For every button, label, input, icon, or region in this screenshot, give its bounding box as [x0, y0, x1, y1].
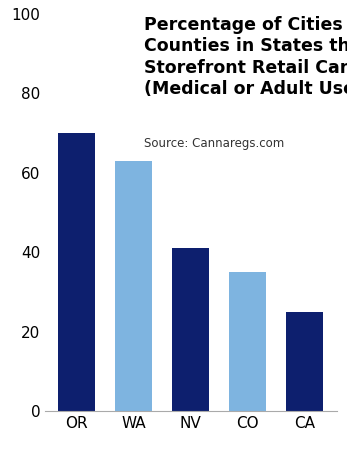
Bar: [286, 312, 323, 411]
Bar: [58, 133, 95, 411]
Bar: [115, 161, 152, 411]
Text: Percentage of Cities and
Counties in States that Allow
Storefront Retail Cannabi: Percentage of Cities and Counties in Sta…: [144, 16, 347, 98]
Bar: [229, 272, 266, 411]
Bar: [172, 248, 209, 411]
Text: Source: Cannaregs.com: Source: Cannaregs.com: [144, 137, 285, 150]
